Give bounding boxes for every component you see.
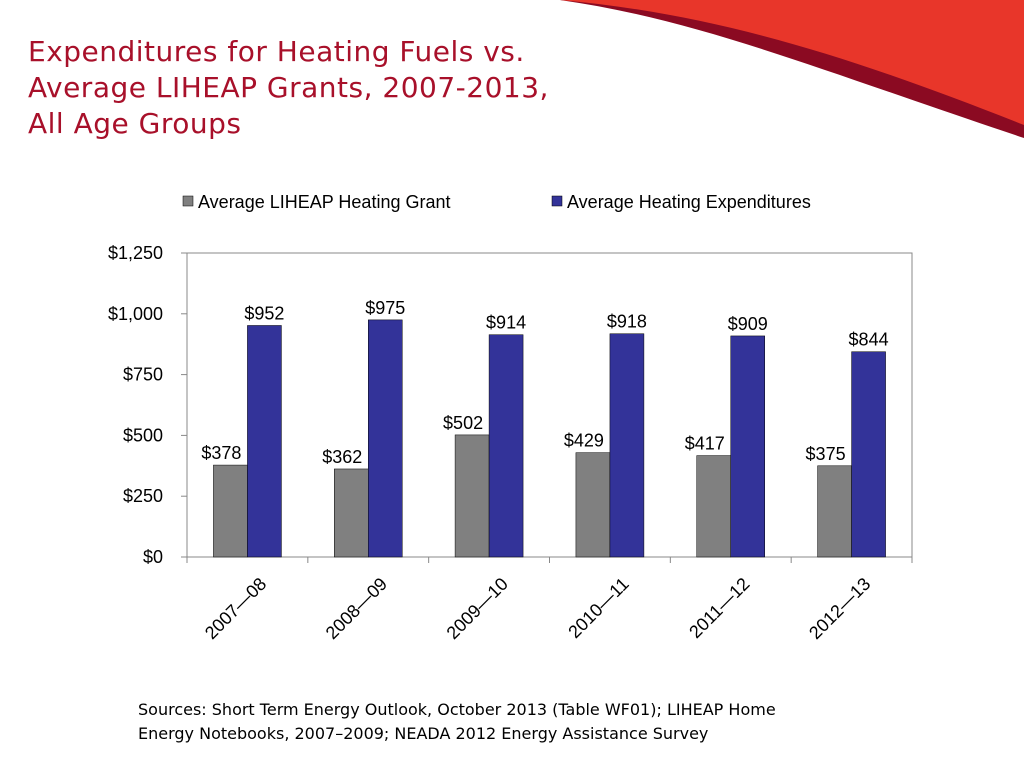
data-label-grant: $429 (564, 431, 604, 451)
slide-title: Expenditures for Heating Fuels vs. Avera… (28, 34, 668, 142)
data-label-expenditures: $975 (365, 298, 405, 318)
x-tick-label: 2011—12 (685, 574, 753, 642)
data-label-expenditures: $909 (728, 314, 768, 334)
bar-heating-expenditures (488, 334, 524, 558)
sources-line: Sources: Short Term Energy Outlook, Octo… (138, 700, 776, 719)
bar-heating-expenditures (368, 319, 403, 558)
bar-heating-expenditures (851, 351, 886, 558)
slide-title-line: Expenditures for Heating Fuels vs. (28, 35, 525, 68)
x-tick-label: 2012—13 (805, 574, 874, 643)
data-label-grant: $378 (201, 443, 241, 463)
bar-liheap-grant (454, 434, 490, 558)
slide-title-line: All Age Groups (28, 107, 242, 140)
bar-heating-expenditures (247, 325, 282, 558)
bar-liheap-grant (334, 468, 369, 558)
data-label-expenditures: $952 (244, 303, 284, 323)
bar-liheap-grant (575, 452, 611, 558)
x-tick-label: 2008—09 (322, 574, 391, 643)
legend-swatch-expenditures (551, 195, 563, 207)
y-tick-label: $0 (143, 547, 163, 567)
legend-swatch-grant (182, 195, 194, 207)
x-tick-label: 2007—08 (201, 574, 270, 643)
x-axis: 2007—08 2008—09 2009—10 2010—11 2011—12 2012—… (186, 557, 913, 643)
y-tick-label: $1,250 (108, 243, 163, 263)
data-label-grant: $362 (322, 447, 362, 467)
y-tick-label: $500 (123, 425, 163, 445)
data-labels: $378 $952 $362 $975 $502 $914 $429 $918 $417 $909… (201, 298, 888, 467)
data-label-grant: $417 (685, 434, 725, 454)
y-tick-label: $1,000 (108, 304, 163, 324)
legend: Average LIHEAP Heating Grant Average Hea… (182, 192, 811, 212)
y-tick-label: $250 (123, 486, 163, 506)
sources-line: Energy Notebooks, 2007–2009; NEADA 2012 … (138, 724, 709, 743)
bar-heating-expenditures (609, 333, 645, 558)
swoosh-red-band (560, 0, 1024, 125)
y-axis: $0 $250 $500 $750 $1,000 $1,250 (108, 243, 187, 567)
data-label-grant: $502 (443, 413, 483, 433)
bar-heating-expenditures (730, 335, 765, 558)
data-label-expenditures: $844 (849, 330, 889, 350)
bar-liheap-grant (696, 455, 731, 558)
legend-label-expenditures: Average Heating Expenditures (567, 192, 811, 212)
data-label-grant: $375 (806, 444, 846, 464)
header-swoosh-decoration (560, 0, 1024, 138)
y-tick-label: $750 (123, 365, 163, 385)
x-tick-label: 2010—11 (564, 574, 632, 642)
bar-liheap-grant (817, 465, 852, 558)
plot-area (186, 252, 913, 558)
x-tick-label: 2009—10 (443, 574, 512, 643)
bars (213, 319, 886, 558)
bar-liheap-grant (213, 464, 248, 558)
legend-label-grant: Average LIHEAP Heating Grant (198, 192, 450, 212)
slide-title-line: Average LIHEAP Grants, 2007-2013, (28, 71, 549, 104)
sources-note: Sources: Short Term Energy Outlook, Octo… (138, 698, 898, 746)
data-label-expenditures: $918 (607, 312, 647, 332)
data-label-expenditures: $914 (486, 313, 526, 333)
